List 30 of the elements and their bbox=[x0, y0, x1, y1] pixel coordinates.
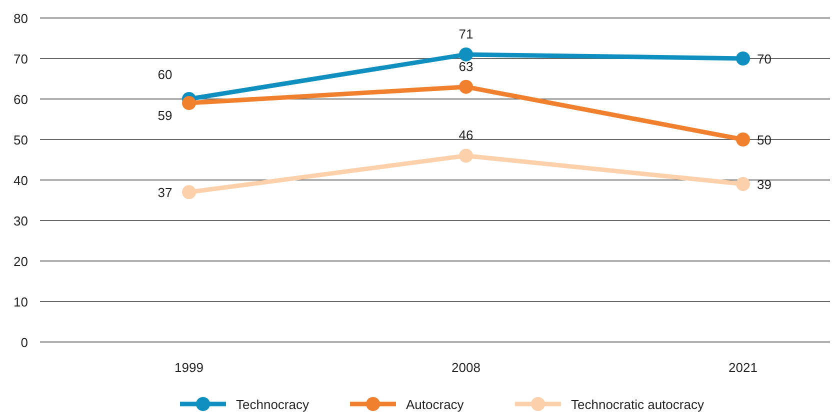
legend-label: Autocracy bbox=[406, 397, 464, 412]
x-tick-label: 2008 bbox=[452, 360, 480, 375]
point bbox=[459, 47, 473, 62]
data-label: 37 bbox=[158, 185, 172, 200]
y-tick-label: 30 bbox=[14, 214, 28, 228]
x-tick-label: 1999 bbox=[174, 360, 204, 375]
legend-label: Technocracy bbox=[236, 397, 310, 412]
x-tick-label: 2021 bbox=[728, 360, 758, 375]
y-tick-label: 70 bbox=[14, 52, 28, 66]
y-tick-label: 20 bbox=[14, 254, 28, 269]
point bbox=[182, 185, 196, 200]
y-tick-label: 0 bbox=[20, 335, 28, 350]
data-label: 39 bbox=[757, 177, 772, 192]
point bbox=[182, 96, 196, 110]
y-tick-label: 60 bbox=[14, 92, 28, 107]
point bbox=[736, 52, 750, 66]
y-tick-label: 40 bbox=[14, 173, 28, 188]
y-tick-label: 80 bbox=[14, 11, 28, 26]
data-label: 60 bbox=[158, 67, 172, 82]
legend-label: Technocratic autocracy bbox=[571, 397, 704, 412]
data-label: 71 bbox=[458, 26, 474, 42]
y-tick-label: 50 bbox=[14, 132, 28, 148]
y-tick-label: 10 bbox=[14, 294, 28, 310]
point bbox=[736, 132, 750, 146]
data-label: 59 bbox=[158, 108, 172, 124]
point bbox=[459, 148, 473, 163]
point bbox=[459, 80, 473, 94]
data-label: 63 bbox=[458, 58, 474, 74]
point bbox=[736, 177, 750, 192]
data-label: 46 bbox=[458, 128, 474, 143]
